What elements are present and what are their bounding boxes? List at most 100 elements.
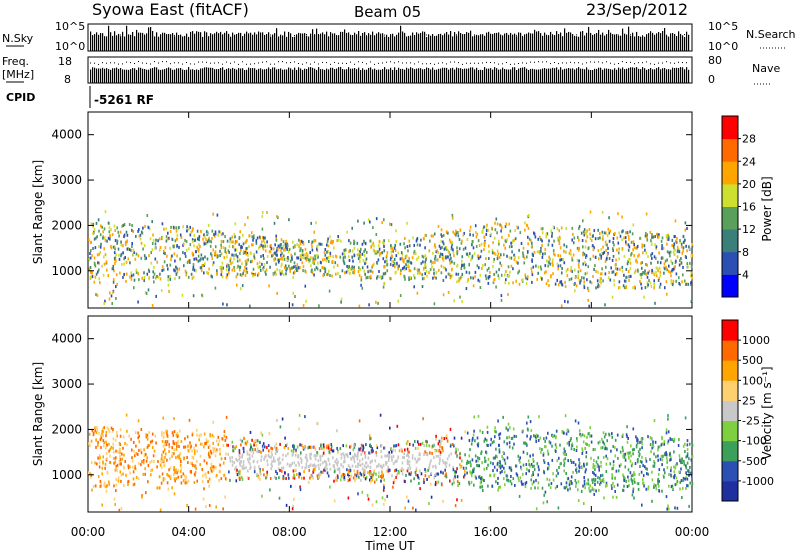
echo-cell <box>441 446 444 450</box>
nave-dot <box>374 63 375 65</box>
echo-cell <box>160 481 163 485</box>
echo-cell <box>665 428 668 432</box>
echo-cell <box>256 450 258 454</box>
echo-cell <box>154 257 157 261</box>
echo-cell <box>671 283 674 287</box>
echo-cell <box>493 474 495 478</box>
echo-cell <box>138 234 141 238</box>
echo-cell <box>134 464 136 468</box>
echo-cell <box>496 249 499 253</box>
echo-cell <box>448 238 451 242</box>
echo-cell <box>644 248 646 252</box>
nsearch-dot <box>456 34 457 36</box>
nsearch-dot <box>342 34 343 36</box>
echo-cell <box>533 480 535 484</box>
freq-bar <box>404 69 406 83</box>
nsky-bar <box>156 32 158 51</box>
echo-cell <box>570 480 572 484</box>
echo-cell <box>202 257 204 261</box>
nave-dot <box>402 62 403 64</box>
echo-cell <box>627 468 630 472</box>
freq-bar <box>154 67 156 83</box>
echo-cell <box>416 268 419 272</box>
freq-bar <box>240 68 242 83</box>
echo-cell <box>466 462 468 465</box>
echo-cell <box>537 473 539 477</box>
nsearch-dot <box>402 34 403 35</box>
echo-cell <box>503 470 506 474</box>
echo-cell <box>578 265 580 269</box>
echo-cell <box>629 257 631 261</box>
freq-bar <box>552 67 554 83</box>
echo-cell <box>485 229 488 233</box>
echo-cell <box>659 274 662 278</box>
nsearch-dot <box>144 34 145 36</box>
echo-cell <box>143 254 146 258</box>
echo-cell <box>334 261 337 265</box>
nsky-bar <box>362 33 364 51</box>
echo-cell <box>442 233 445 237</box>
echo-cell <box>428 475 430 479</box>
echo-cell <box>240 248 242 252</box>
echo-cell <box>682 235 685 239</box>
echo-cell <box>360 278 363 282</box>
echo-cell <box>407 249 409 253</box>
echo-cell <box>210 451 213 455</box>
echo-cell <box>640 286 643 290</box>
echo-cell <box>563 461 566 465</box>
echo-cell <box>169 274 171 278</box>
echo-cell <box>173 252 176 256</box>
echo-cell <box>277 244 280 248</box>
echo-cell <box>642 464 644 468</box>
nsky-bar <box>556 31 558 51</box>
echo-cell <box>505 426 508 430</box>
echo-cell <box>419 469 421 473</box>
nave-dot <box>338 62 339 64</box>
echo-cell <box>173 417 175 421</box>
echo-cell <box>324 460 326 463</box>
echo-cell <box>281 469 283 473</box>
freq-bar <box>500 69 502 83</box>
nave-dot <box>606 61 607 63</box>
echo-cell <box>564 449 566 453</box>
echo-cell <box>498 436 501 440</box>
echo-cell <box>192 266 195 269</box>
echo-cell <box>469 460 471 464</box>
echo-cell <box>507 428 509 432</box>
echo-cell <box>540 276 542 279</box>
echo-cell <box>330 239 333 243</box>
echo-cell <box>235 445 238 449</box>
freq-bar <box>262 69 264 83</box>
echo-cell <box>558 466 560 469</box>
nsky-bar <box>252 34 254 51</box>
echo-cell <box>418 477 420 481</box>
echo-cell <box>98 229 100 233</box>
echo-cell <box>644 286 647 290</box>
echo-cell <box>593 492 595 496</box>
echo-cell <box>185 475 188 479</box>
echo-cell <box>449 253 451 257</box>
echo-cell <box>322 443 325 447</box>
echo-cell <box>424 474 427 478</box>
echo-cell <box>219 469 221 473</box>
echo-cell <box>255 250 258 254</box>
echo-cell <box>475 459 477 463</box>
echo-cell <box>508 234 510 238</box>
echo-cell <box>357 257 360 261</box>
echo-cell <box>349 476 351 479</box>
echo-cell <box>655 256 657 260</box>
freq-bar <box>316 69 318 83</box>
echo-cell <box>500 253 502 257</box>
echo-cell <box>246 258 249 262</box>
echo-cell <box>566 267 569 271</box>
nave-dot <box>334 61 335 63</box>
echo-cell <box>185 273 187 277</box>
echo-cell <box>473 252 476 256</box>
echo-cell <box>540 246 542 250</box>
echo-cell <box>434 483 437 487</box>
nsky-bar <box>564 28 566 51</box>
echo-cell <box>353 469 355 473</box>
nsky-bar <box>232 32 234 51</box>
echo-cell <box>353 455 355 459</box>
nsky-bar <box>244 33 246 51</box>
